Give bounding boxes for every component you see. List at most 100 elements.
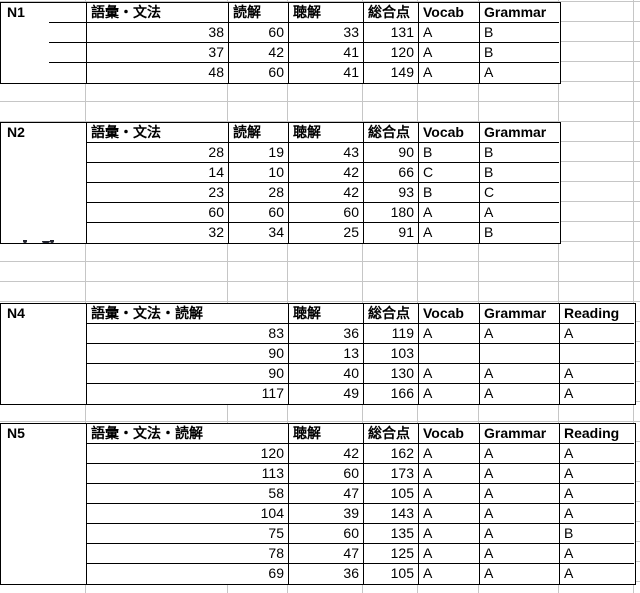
grade-cell[interactable]: A [479, 484, 559, 504]
score-cell[interactable]: 43 [288, 143, 363, 163]
grade-cell[interactable]: A [418, 444, 479, 464]
score-cell[interactable]: 60 [228, 23, 288, 43]
label-column-cell[interactable] [1, 364, 49, 384]
section-label[interactable]: N1 [7, 4, 25, 20]
label-column-cell[interactable] [1, 384, 49, 404]
score-cell[interactable]: 91 [363, 223, 418, 243]
grade-cell[interactable]: A [479, 544, 559, 564]
column-header[interactable]: Grammar [479, 3, 559, 23]
column-header[interactable]: 語彙・文法 [86, 3, 228, 23]
label-column-cell[interactable] [1, 564, 49, 584]
column-header[interactable]: 読解 [228, 3, 288, 23]
spacer-cell[interactable] [49, 23, 86, 43]
score-cell[interactable]: 60 [288, 203, 363, 223]
score-cell[interactable]: 39 [288, 504, 363, 524]
score-cell[interactable]: 143 [363, 504, 418, 524]
score-cell[interactable]: 36 [288, 564, 363, 584]
column-header[interactable]: 聴解 [288, 304, 363, 324]
grade-cell[interactable]: A [559, 324, 634, 344]
grade-cell[interactable]: A [418, 23, 479, 43]
score-cell[interactable]: 47 [288, 484, 363, 504]
label-column-cell[interactable] [1, 464, 49, 484]
grade-cell[interactable]: A [418, 203, 479, 223]
spacer-cell[interactable] [49, 344, 86, 364]
spacer-cell[interactable] [49, 464, 86, 484]
label-column-cell[interactable] [1, 484, 49, 504]
spacer-cell[interactable] [49, 163, 86, 183]
grade-cell[interactable]: A [479, 203, 559, 223]
spacer-cell[interactable] [49, 304, 86, 324]
grade-cell[interactable]: A [479, 464, 559, 484]
spacer-cell[interactable] [49, 43, 86, 63]
grade-cell[interactable]: A [418, 43, 479, 63]
label-column-cell[interactable] [1, 544, 49, 564]
grade-cell[interactable]: A [559, 544, 634, 564]
grade-cell[interactable]: A [479, 384, 559, 404]
spacer-cell[interactable] [49, 3, 86, 23]
spacer-cell[interactable] [49, 143, 86, 163]
score-cell[interactable]: 149 [363, 63, 418, 83]
score-cell[interactable]: 117 [86, 384, 288, 404]
grade-cell[interactable]: A [418, 504, 479, 524]
grade-cell[interactable]: A [559, 444, 634, 464]
label-column-cell[interactable] [1, 43, 49, 63]
grade-cell[interactable]: A [559, 384, 634, 404]
score-cell[interactable]: 60 [228, 203, 288, 223]
grade-cell[interactable]: B [479, 143, 559, 163]
column-header[interactable]: Vocab [418, 424, 479, 444]
score-cell[interactable]: 69 [86, 564, 288, 584]
grade-cell[interactable]: A [418, 324, 479, 344]
grade-cell[interactable]: A [479, 324, 559, 344]
grade-cell[interactable]: B [479, 23, 559, 43]
label-column-cell[interactable] [1, 63, 49, 83]
score-cell[interactable]: 37 [86, 43, 228, 63]
column-header[interactable]: Reading [559, 304, 634, 324]
grade-cell[interactable]: A [418, 544, 479, 564]
score-cell[interactable]: 10 [228, 163, 288, 183]
score-cell[interactable]: 90 [363, 143, 418, 163]
spacer-cell[interactable] [49, 544, 86, 564]
grade-cell[interactable]: A [418, 464, 479, 484]
spacer-cell[interactable] [49, 183, 86, 203]
grade-cell[interactable]: A [418, 384, 479, 404]
score-cell[interactable]: 173 [363, 464, 418, 484]
column-header[interactable]: 総合点 [363, 424, 418, 444]
spacer-cell[interactable] [49, 364, 86, 384]
grade-cell[interactable]: B [418, 143, 479, 163]
score-cell[interactable]: 180 [363, 203, 418, 223]
score-cell[interactable]: 120 [86, 444, 288, 464]
score-cell[interactable]: 42 [288, 163, 363, 183]
column-header[interactable]: 聴解 [288, 424, 363, 444]
score-cell[interactable]: 49 [288, 384, 363, 404]
label-column-cell[interactable] [1, 524, 49, 544]
score-cell[interactable]: 13 [288, 344, 363, 364]
score-cell[interactable]: 105 [363, 564, 418, 584]
score-cell[interactable]: 14 [86, 163, 228, 183]
score-cell[interactable]: 33 [288, 23, 363, 43]
score-cell[interactable]: 58 [86, 484, 288, 504]
score-cell[interactable]: 119 [363, 324, 418, 344]
score-cell[interactable]: 25 [288, 223, 363, 243]
score-cell[interactable]: 90 [86, 364, 288, 384]
column-header[interactable]: Vocab [418, 304, 479, 324]
grade-cell[interactable]: B [479, 163, 559, 183]
score-cell[interactable]: 41 [288, 43, 363, 63]
column-header[interactable]: 総合点 [363, 3, 418, 23]
spacer-cell[interactable] [49, 504, 86, 524]
spacer-cell[interactable] [49, 384, 86, 404]
score-cell[interactable]: 42 [288, 183, 363, 203]
score-cell[interactable]: 104 [86, 504, 288, 524]
column-header[interactable]: 読解 [228, 123, 288, 143]
score-cell[interactable]: 38 [86, 23, 228, 43]
score-cell[interactable]: 113 [86, 464, 288, 484]
section-label[interactable]: N4 [7, 305, 25, 321]
spacer-cell[interactable] [49, 203, 86, 223]
score-cell[interactable]: 60 [228, 63, 288, 83]
grade-cell[interactable]: A [418, 63, 479, 83]
score-cell[interactable]: 105 [363, 484, 418, 504]
grade-cell[interactable] [418, 344, 479, 364]
column-header[interactable]: 総合点 [363, 304, 418, 324]
column-header[interactable]: Grammar [479, 123, 559, 143]
score-cell[interactable]: 60 [86, 203, 228, 223]
spacer-cell[interactable] [49, 123, 86, 143]
